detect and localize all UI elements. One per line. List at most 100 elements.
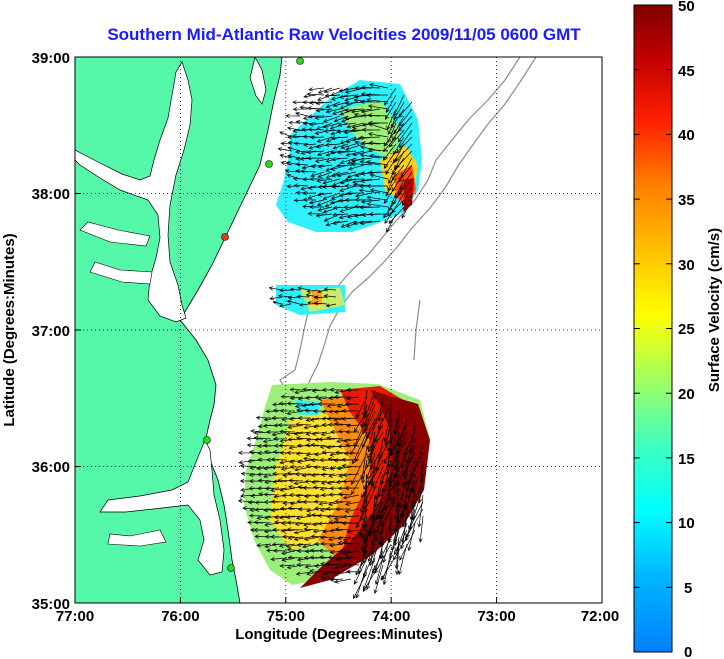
velocity-arrow	[285, 543, 304, 549]
velocity-arrow	[330, 129, 349, 136]
velocity-arrow	[343, 562, 360, 567]
velocity-arrow	[331, 157, 349, 162]
velocity-arrow	[360, 178, 381, 184]
velocity-arrow	[366, 160, 389, 166]
velocity-arrow	[337, 122, 357, 128]
velocity-arrow	[368, 132, 389, 138]
velocity-arrow	[358, 188, 381, 194]
velocity-arrow	[280, 466, 296, 471]
velocity-arrow	[383, 410, 392, 442]
velocity-arrow	[246, 436, 264, 441]
velocity-arrow	[281, 417, 296, 422]
velocity-arrow	[405, 515, 416, 539]
x-tick-label: 75:00	[267, 608, 305, 625]
velocity-arrow	[296, 542, 312, 548]
velocity-arrow	[309, 555, 328, 560]
velocity-arrow	[297, 507, 312, 512]
velocity-arrow	[368, 122, 389, 131]
velocity-arrow	[313, 499, 328, 504]
velocity-arrow	[323, 87, 341, 94]
bay-inlet-north	[79, 221, 151, 247]
velocity-arrow	[295, 451, 312, 456]
velocity-arrow	[279, 288, 292, 293]
velocity-arrow	[286, 527, 304, 532]
x-tick-label: 73:00	[477, 608, 515, 625]
velocity-arrow	[326, 435, 344, 441]
velocity-arrow	[360, 522, 368, 552]
velocity-arrow	[325, 101, 341, 109]
velocity-arrow	[292, 107, 309, 112]
velocity-arrow	[341, 521, 360, 526]
velocity-arrow	[398, 164, 413, 183]
velocity-arrow	[366, 195, 389, 201]
velocity-arrow	[336, 438, 352, 444]
velocity-arrow	[264, 486, 280, 491]
velocity-arrow	[270, 499, 288, 504]
velocity-arrow	[383, 199, 397, 219]
velocity-arrow	[333, 115, 349, 123]
velocity-arrow	[279, 429, 296, 434]
velocity-arrow	[399, 529, 416, 561]
velocity-arrow	[359, 153, 381, 159]
velocity-arrow	[345, 555, 360, 560]
velocity-arrow	[359, 159, 381, 166]
velocity-arrow	[353, 571, 368, 600]
velocity-arrow	[346, 122, 365, 129]
station-marker	[296, 57, 304, 65]
station-marker-active	[221, 233, 229, 241]
velocity-arrow	[285, 515, 304, 520]
velocity-arrow	[273, 436, 288, 441]
velocity-arrow	[346, 529, 360, 534]
delaware-bay	[249, 57, 267, 105]
velocity-arrow	[265, 429, 279, 435]
velocity-arrow	[323, 213, 341, 222]
velocity-arrow	[272, 402, 288, 407]
velocity-arrow	[315, 213, 333, 218]
velocity-arrow	[333, 458, 352, 463]
velocity-arrow	[277, 147, 293, 152]
velocity-arrow	[281, 550, 296, 556]
velocity-arrow	[352, 150, 373, 157]
velocity-arrow	[257, 478, 272, 483]
velocity-arrow	[329, 387, 344, 392]
velocity-arrow	[294, 521, 312, 527]
velocity-arrow	[325, 303, 337, 308]
velocity-arrow	[343, 451, 360, 456]
velocity-arrow	[256, 543, 272, 548]
velocity-arrow	[360, 108, 381, 114]
velocity-arrow	[286, 564, 304, 570]
velocity-arrow	[369, 153, 389, 159]
velocity-arrow	[293, 183, 309, 188]
colorbar-tick-label: 10	[678, 515, 695, 532]
velocity-arrow	[362, 494, 368, 529]
station-marker	[227, 564, 235, 572]
velocity-arrow	[405, 438, 416, 465]
velocity-arrow	[339, 206, 357, 213]
velocity-arrow	[317, 206, 333, 212]
colorbar-tick-label: 30	[678, 257, 695, 274]
velocity-arrow	[342, 479, 360, 484]
y-tick-label: 38:00	[32, 186, 70, 203]
velocity-arrow	[326, 416, 344, 421]
velocity-arrow	[280, 528, 296, 533]
velocity-arrow	[263, 473, 280, 479]
velocity-arrow	[330, 429, 344, 435]
colorbar-label: Surface Velocity (cm/s)	[706, 228, 723, 392]
velocity-arrow	[270, 487, 288, 493]
velocity-arrow	[368, 211, 389, 217]
x-tick-label: 77:00	[56, 608, 94, 625]
velocity-arrow	[367, 113, 389, 118]
velocity-arrow	[316, 178, 333, 183]
velocity-arrow	[336, 163, 357, 168]
velocity-arrow	[303, 94, 317, 99]
velocity-arrow	[323, 287, 337, 292]
velocity-arrow	[293, 529, 312, 535]
velocity-arrow	[264, 479, 280, 485]
velocity-arrow	[342, 536, 360, 542]
velocity-arrow	[337, 444, 352, 449]
velocity-arrow	[396, 136, 413, 154]
velocity-arrow	[338, 87, 357, 93]
colorbar-tick-marks	[634, 4, 672, 653]
velocity-arrow	[315, 108, 333, 113]
velocity-arrow	[309, 204, 324, 210]
